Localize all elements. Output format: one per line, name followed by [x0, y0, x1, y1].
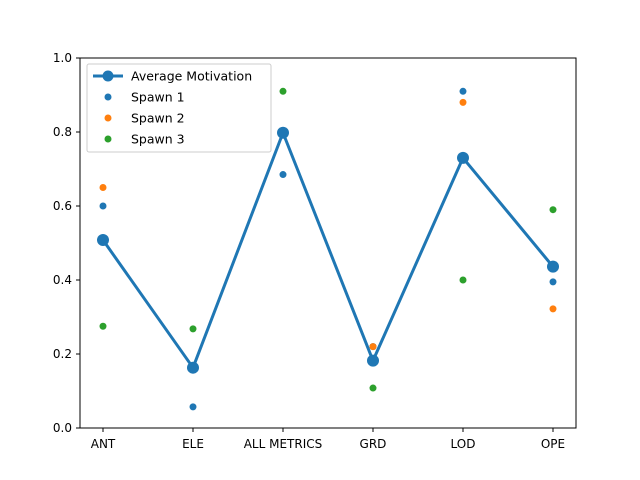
average-motivation-point-lod	[457, 151, 469, 164]
spawn-1-point-all-metrics	[279, 171, 287, 179]
legend-label-spawn-2: Spawn 2	[131, 111, 185, 126]
legend-label-spawn-1: Spawn 1	[131, 90, 185, 105]
x-tick-label: ALL METRICS	[244, 437, 323, 451]
average-motivation-line	[101, 131, 555, 370]
spawn-1-point-ope	[549, 278, 557, 286]
spawn-3-point-ele	[189, 325, 197, 333]
legend: Average Motivation Spawn 1 Spawn 2 Spawn 3	[86, 63, 272, 153]
spawn-2-point-lod	[459, 98, 467, 106]
y-tick-label: 1.0	[53, 51, 72, 65]
y-tick-label: 0.2	[53, 347, 72, 361]
legend-box	[86, 63, 272, 153]
average-motivation-point-ope	[547, 260, 559, 273]
y-tick-label: 0.6	[53, 199, 72, 213]
plot-frame	[79, 57, 577, 429]
x-tick-label: OPE	[541, 437, 565, 451]
average-motivation-point-ant	[97, 234, 109, 247]
x-tick-label: ELE	[182, 437, 204, 451]
spawn-3-point-ope	[549, 206, 557, 214]
average-motivation-point-grd	[367, 354, 379, 367]
average-motivation-point-all-metrics	[277, 126, 289, 139]
spawn-2-point-ant	[99, 184, 107, 191]
legend-label-average-motivation: Average Motivation	[131, 69, 252, 84]
spawn-1-point-ant	[99, 202, 107, 210]
y-tick-label: 0.4	[53, 273, 72, 287]
spawn-3-point-grd	[369, 384, 377, 392]
y-tick-label: 0.0	[53, 421, 72, 435]
legend-line-marker	[102, 70, 114, 82]
x-tick-label: ANT	[91, 437, 116, 451]
spawn-3-point-lod	[459, 276, 467, 284]
legend-marker-spawn-3	[104, 135, 112, 143]
y-tick-label: 0.8	[53, 125, 72, 139]
average-motivation-point-ele	[187, 361, 199, 374]
spawn-3-point-all-metrics	[279, 87, 287, 95]
spawn-2-point-grd	[369, 343, 377, 351]
legend-label-spawn-3: Spawn 3	[131, 132, 185, 147]
spawn-1-point-ele	[189, 403, 197, 411]
spawn-3-point-ant	[99, 322, 107, 330]
legend-marker-spawn-1	[104, 93, 112, 101]
legend-marker-spawn-2	[104, 114, 112, 122]
x-tick-label: GRD	[360, 437, 387, 451]
x-tick-label: LOD	[451, 437, 476, 451]
spawn-2-point-ope	[549, 305, 557, 313]
spawn-1-point-lod	[459, 87, 467, 95]
